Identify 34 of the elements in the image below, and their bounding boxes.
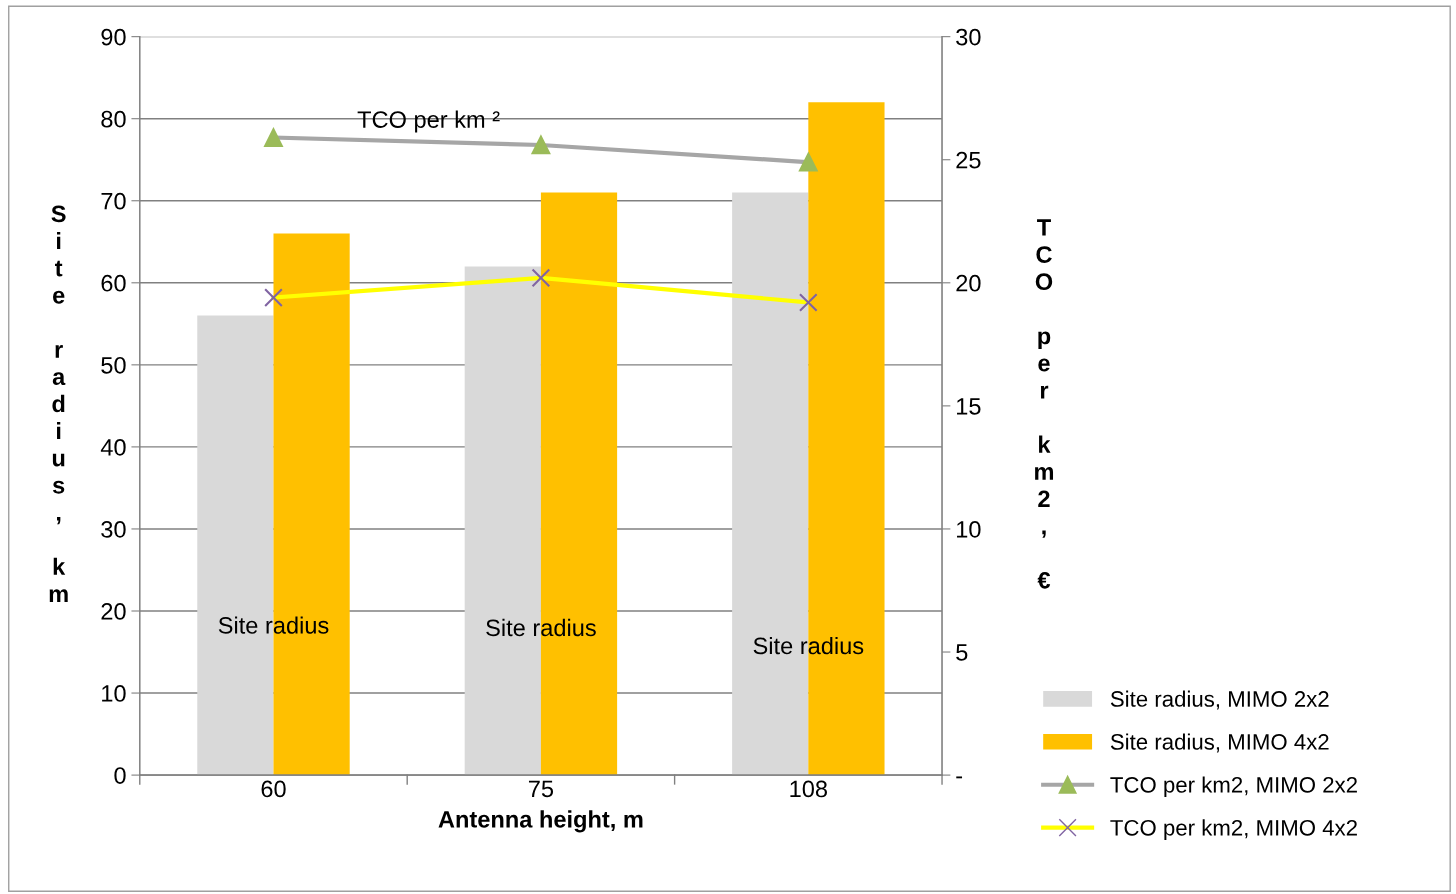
y2-tick-label: - — [956, 776, 963, 779]
x-tick-label: 75 — [528, 780, 554, 798]
y2-tick-label: 10 — [957, 521, 981, 538]
legend-label: TCO per km2, MIMO 4x2 — [1110, 819, 1357, 841]
y-tick-label: 40 — [100, 438, 126, 456]
y-tick-label: 80 — [101, 110, 126, 128]
y-tick-label: 30 — [101, 521, 126, 538]
point — [798, 152, 818, 172]
annotation: TCO per km ² — [357, 110, 500, 133]
y-tick-label: 20 — [101, 603, 126, 620]
x-tick-label: 60 — [261, 780, 286, 798]
y2-tick-label: 20 — [956, 274, 981, 292]
y-tick-label: 60 — [101, 274, 126, 292]
y2-tick-label: 5 — [956, 644, 968, 661]
y-tick-label: 0 — [114, 767, 126, 784]
y-tick-label: 90 — [101, 28, 126, 46]
y2-tick-label: 15 — [957, 398, 981, 415]
point — [798, 293, 818, 312]
y2-tick-label: 25 — [956, 151, 981, 169]
text: Site radius, km — [49, 205, 68, 602]
x-axis-title: Antenna height, m — [438, 810, 643, 833]
y-tick-label: 10 — [102, 685, 126, 702]
y2-tick-label: 30 — [956, 28, 981, 46]
legend-label: Site radius, MIMO 2x2 — [1110, 690, 1329, 710]
x-tick-label: 108 — [790, 780, 827, 798]
legend-label: Site radius, MIMO 4x2 — [1110, 733, 1329, 753]
y-tick-label: 50 — [101, 356, 126, 374]
legend-label: TCO per km2, MIMO 2x2 — [1110, 776, 1357, 798]
point — [531, 268, 551, 288]
point — [264, 288, 283, 307]
point — [264, 128, 283, 147]
point — [531, 135, 551, 155]
y-tick-label: 70 — [101, 192, 126, 210]
text: TCO per km2, € — [1035, 219, 1054, 589]
